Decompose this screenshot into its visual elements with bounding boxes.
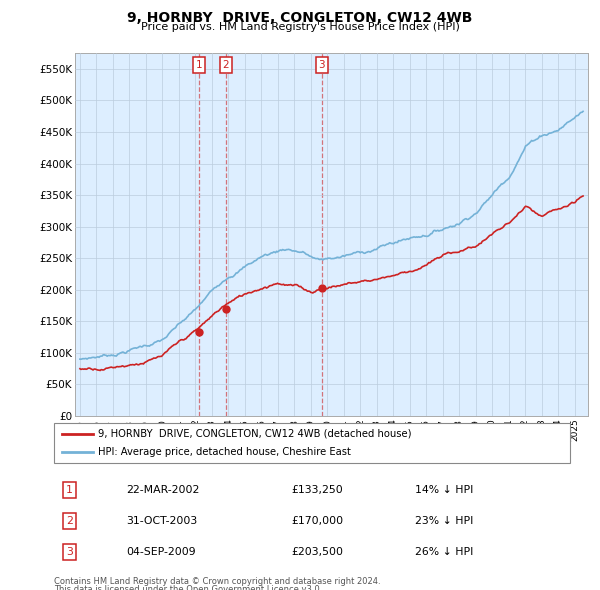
FancyBboxPatch shape xyxy=(54,423,570,463)
Text: Price paid vs. HM Land Registry's House Price Index (HPI): Price paid vs. HM Land Registry's House … xyxy=(140,22,460,32)
Text: 1: 1 xyxy=(196,60,202,70)
Text: 23% ↓ HPI: 23% ↓ HPI xyxy=(415,516,473,526)
Text: 9, HORNBY  DRIVE, CONGLETON, CW12 4WB (detached house): 9, HORNBY DRIVE, CONGLETON, CW12 4WB (de… xyxy=(98,429,412,439)
Text: 22-MAR-2002: 22-MAR-2002 xyxy=(126,485,200,494)
Text: 26% ↓ HPI: 26% ↓ HPI xyxy=(415,547,473,556)
Text: HPI: Average price, detached house, Cheshire East: HPI: Average price, detached house, Ches… xyxy=(98,447,351,457)
Text: Contains HM Land Registry data © Crown copyright and database right 2024.: Contains HM Land Registry data © Crown c… xyxy=(54,577,380,586)
Text: 31-OCT-2003: 31-OCT-2003 xyxy=(126,516,197,526)
Text: £133,250: £133,250 xyxy=(292,485,343,494)
Text: 3: 3 xyxy=(66,547,73,556)
Text: This data is licensed under the Open Government Licence v3.0.: This data is licensed under the Open Gov… xyxy=(54,585,322,590)
Text: 2: 2 xyxy=(66,516,73,526)
Text: 2: 2 xyxy=(222,60,229,70)
Text: £170,000: £170,000 xyxy=(292,516,343,526)
Text: £203,500: £203,500 xyxy=(292,547,343,556)
Text: 3: 3 xyxy=(319,60,325,70)
Text: 04-SEP-2009: 04-SEP-2009 xyxy=(126,547,196,556)
Text: 1: 1 xyxy=(66,485,73,494)
Text: 14% ↓ HPI: 14% ↓ HPI xyxy=(415,485,473,494)
Text: 9, HORNBY  DRIVE, CONGLETON, CW12 4WB: 9, HORNBY DRIVE, CONGLETON, CW12 4WB xyxy=(127,11,473,25)
